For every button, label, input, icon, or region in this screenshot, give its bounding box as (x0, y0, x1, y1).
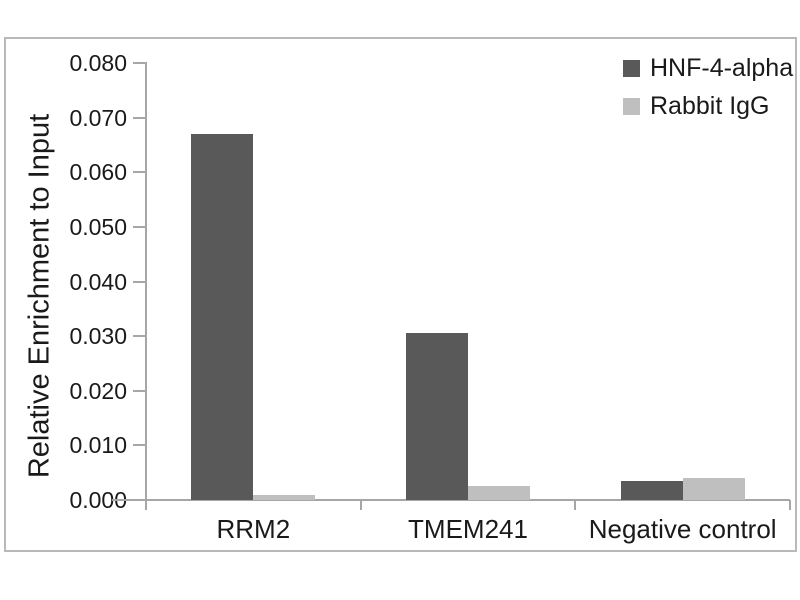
y-tick (133, 444, 145, 447)
y-tick-label: 0.050 (69, 213, 127, 240)
bar-hnf-4-alpha (620, 481, 683, 500)
bar-hnf-4-alpha (406, 333, 468, 500)
legend-item: Rabbit IgG (623, 92, 793, 121)
x-category-label: RRM2 (216, 514, 291, 544)
bar-hnf-4-alpha (191, 134, 254, 500)
x-tick (359, 500, 362, 510)
x-tick (145, 500, 147, 510)
y-tick-label: 0.010 (69, 432, 127, 459)
y-tick (133, 62, 145, 64)
legend-swatch-icon (623, 60, 640, 77)
y-tick (133, 225, 145, 228)
y-tick-label: 0.060 (69, 159, 127, 186)
y-tick-label: 0.020 (69, 377, 127, 404)
y-tick (133, 335, 145, 338)
legend-label: HNF-4-alpha (650, 54, 794, 82)
chart-frame (4, 37, 797, 552)
x-category-label: TMEM241 (408, 514, 528, 544)
legend-label: Rabbit IgG (650, 92, 770, 120)
legend: HNF-4-alpha Rabbit IgG (623, 54, 793, 121)
y-tick (133, 280, 145, 283)
y-tick-label: 0.030 (69, 323, 127, 350)
y-tick (133, 171, 145, 174)
y-tick-label: 0.080 (69, 50, 127, 76)
bar-rabbit-igg (682, 478, 745, 500)
legend-item: HNF-4-alpha (623, 54, 793, 83)
x-axis-line (112, 499, 790, 501)
y-tick-label: 0.040 (69, 268, 127, 295)
legend-swatch-icon (623, 98, 640, 115)
y-tick (133, 389, 145, 392)
y-tick (133, 116, 145, 119)
bar-rabbit-igg (468, 486, 530, 500)
x-tick (789, 500, 791, 510)
y-tick-label: 0.070 (69, 104, 127, 131)
x-tick (574, 500, 577, 510)
bar-rabbit-igg (253, 495, 316, 500)
y-axis-line (145, 62, 147, 500)
x-category-label: Negative control (588, 514, 777, 544)
